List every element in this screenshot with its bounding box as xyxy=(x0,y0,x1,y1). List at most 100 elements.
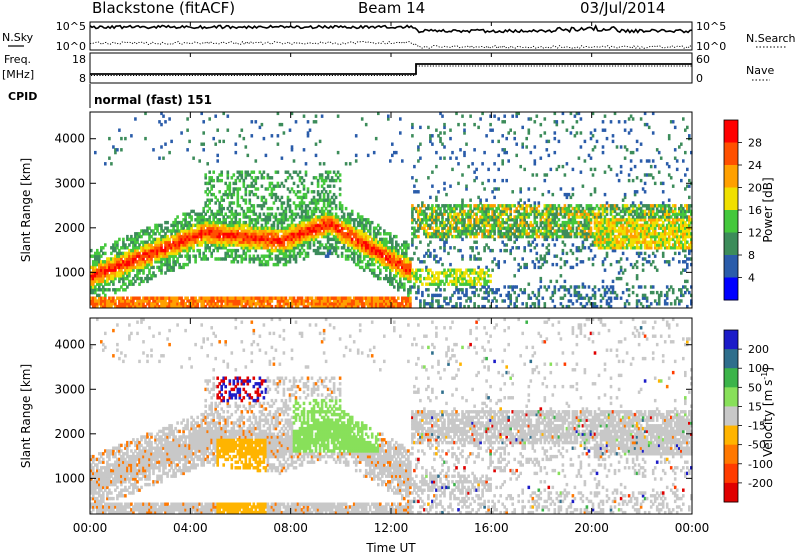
range-gate-cell xyxy=(218,209,222,214)
range-gate-cell xyxy=(92,276,95,281)
range-gate-cell xyxy=(130,248,133,253)
range-gate-cell xyxy=(356,304,360,309)
range-gate-cell xyxy=(264,234,268,239)
range-gate-cell xyxy=(232,226,236,230)
range-gate-cell xyxy=(326,220,330,225)
range-gate-cell xyxy=(152,229,155,233)
range-gate-cell xyxy=(294,212,298,216)
range-gate-cell xyxy=(391,142,394,146)
range-gate-cell xyxy=(409,274,412,278)
range-gate-cell xyxy=(336,304,340,309)
range-gate-cell xyxy=(372,240,376,244)
range-gate-cell xyxy=(445,276,448,281)
range-gate-cell xyxy=(280,212,284,216)
range-gate-cell xyxy=(467,232,470,236)
range-gate-cell xyxy=(130,262,133,267)
range-gate-cell xyxy=(178,302,181,306)
range-gate-cell xyxy=(158,120,161,124)
range-gate-cell xyxy=(290,223,294,228)
range-gate-cell xyxy=(336,240,340,244)
range-gate-cell xyxy=(194,299,197,303)
range-gate-cell xyxy=(202,237,206,242)
range-gate-cell xyxy=(166,246,169,250)
range-gate-cell xyxy=(334,204,338,208)
range-gate-cell xyxy=(411,204,414,208)
range-gate-cell xyxy=(104,162,107,166)
range-gate-cell xyxy=(172,240,175,244)
range-gate-cell xyxy=(204,220,208,225)
range-gate-cell xyxy=(296,184,300,188)
range-gate-cell xyxy=(272,223,276,228)
range-gate-cell xyxy=(465,142,468,146)
range-gate-cell xyxy=(473,148,476,152)
range-gate-cell xyxy=(597,288,601,292)
range-gate-cell xyxy=(304,218,308,222)
range-gate-cell xyxy=(415,279,418,284)
range-gate-cell xyxy=(374,234,378,239)
range-gate-cell xyxy=(118,262,121,267)
range-gate-cell xyxy=(503,212,507,216)
range-gate-cell xyxy=(202,226,206,230)
range-gate-cell xyxy=(413,229,416,233)
range-gate-cell xyxy=(140,246,143,250)
range-gate-cell xyxy=(136,248,139,253)
range-gate-cell xyxy=(435,271,438,275)
range-gate-cell xyxy=(330,251,334,256)
range-gate-cell xyxy=(374,299,378,303)
range-gate-cell xyxy=(326,240,330,244)
range-gate-cell xyxy=(381,240,384,244)
range-gate-cell xyxy=(429,254,432,258)
range-gate-cell xyxy=(475,176,478,180)
range-gate-cell xyxy=(268,237,272,242)
range-gate-cell xyxy=(385,240,388,244)
range-gate-cell xyxy=(230,223,234,228)
range-gate-cell xyxy=(266,237,270,242)
range-gate-cell xyxy=(387,296,390,300)
range-gate-cell xyxy=(232,296,236,300)
range-gate-cell xyxy=(348,215,352,219)
range-gate-cell xyxy=(134,279,137,284)
range-gate-cell xyxy=(188,232,191,236)
range-gate-cell xyxy=(453,279,456,284)
range-gate-cell xyxy=(266,262,270,267)
range-gate-cell xyxy=(403,243,406,247)
range-gate-cell xyxy=(366,299,370,303)
range-gate-cell xyxy=(473,212,476,216)
range-gate-cell xyxy=(252,232,256,236)
range-gate-cell xyxy=(150,265,153,270)
range-gate-cell xyxy=(124,304,127,309)
range-gate-cell xyxy=(519,164,523,169)
range-gate-cell xyxy=(453,282,456,286)
range-gate-cell xyxy=(238,302,242,306)
range-gate-cell xyxy=(246,243,250,247)
range-gate-cell xyxy=(368,243,372,247)
range-gate-cell xyxy=(120,268,123,272)
range-gate-cell xyxy=(258,232,262,236)
range-gate-cell xyxy=(138,251,141,256)
range-gate-cell xyxy=(431,304,434,309)
range-gate-cell xyxy=(443,145,446,149)
range-gate-cell xyxy=(387,265,390,270)
range-gate-cell xyxy=(533,187,537,191)
range-gate-cell xyxy=(423,302,426,306)
range-gate-cell xyxy=(198,226,202,230)
range-gate-cell xyxy=(304,234,308,239)
range-gate-cell xyxy=(118,296,121,300)
range-gate-cell xyxy=(312,248,316,253)
range-gate-cell xyxy=(318,251,322,256)
range-gate-cell xyxy=(290,240,294,244)
range-gate-cell xyxy=(270,226,274,230)
range-gate-cell xyxy=(120,262,123,267)
range-gate-cell xyxy=(258,246,262,250)
range-gate-cell xyxy=(330,232,334,236)
range-gate-cell xyxy=(172,248,175,253)
range-gate-cell xyxy=(507,131,511,135)
cpid-text: normal (fast) 151 xyxy=(94,93,212,107)
range-gate-cell xyxy=(391,276,394,281)
range-gate-cell xyxy=(140,254,143,258)
range-gate-cell xyxy=(348,229,352,233)
range-gate-cell xyxy=(300,195,304,200)
range-gate-cell xyxy=(401,296,404,300)
range-gate-cell xyxy=(507,206,511,211)
range-gate-cell xyxy=(391,262,394,267)
